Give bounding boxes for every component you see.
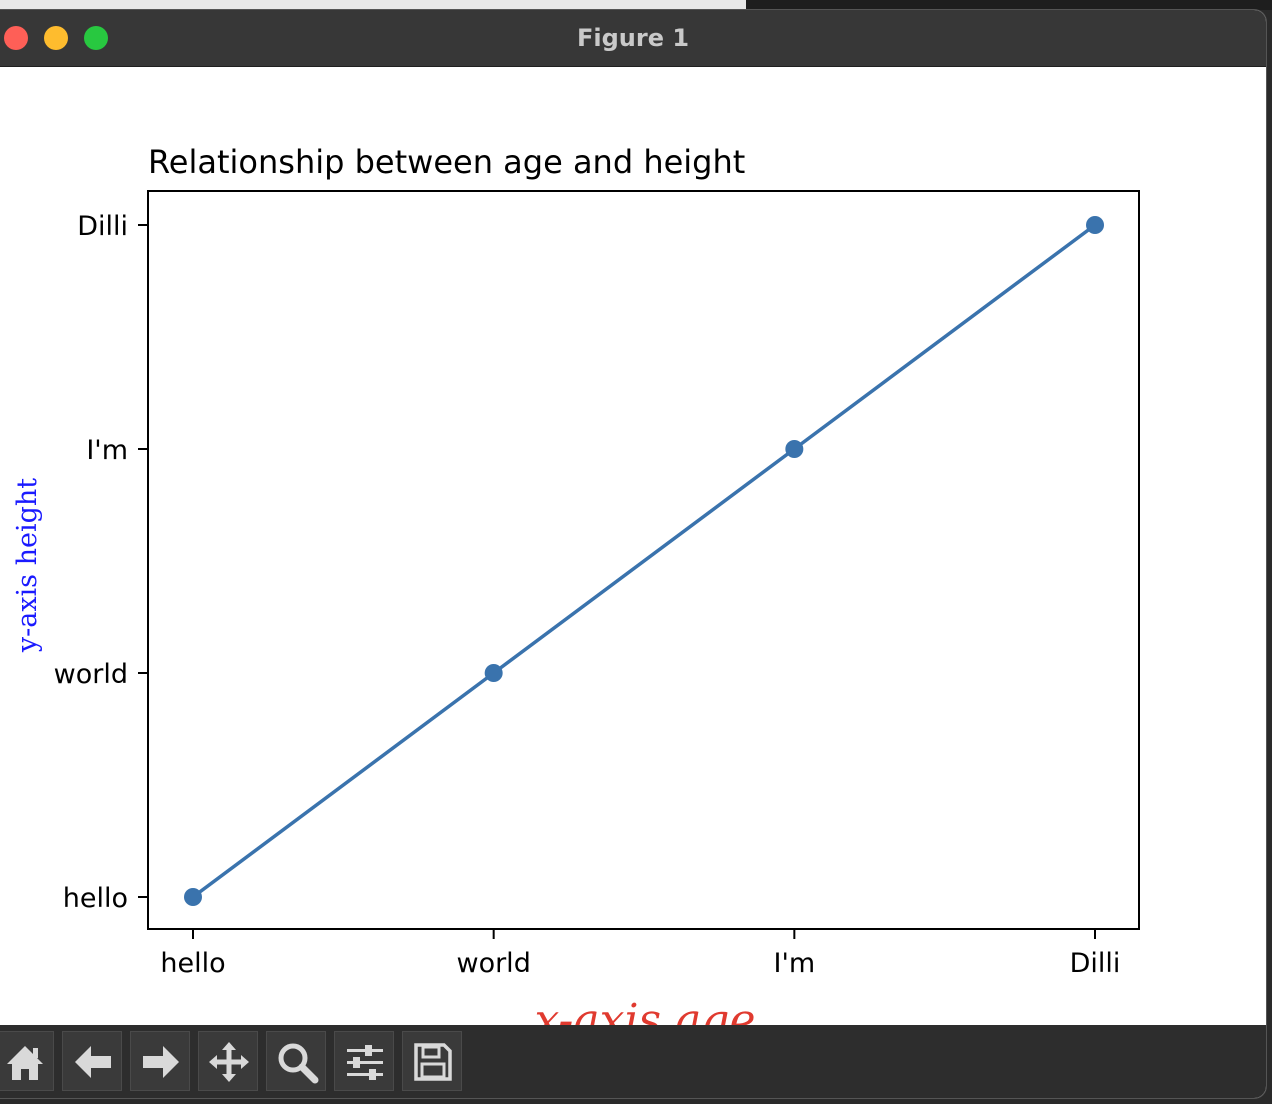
navigation-toolbar <box>0 1025 1266 1098</box>
pan-move-icon <box>209 1042 249 1082</box>
data-point <box>785 440 804 458</box>
data-point <box>1086 216 1105 234</box>
y-tick-label: hello <box>63 883 128 914</box>
pan-button[interactable] <box>198 1031 258 1091</box>
save-button[interactable] <box>402 1031 462 1091</box>
x-tick-label: Dilli <box>1070 948 1121 979</box>
chart-title: Relationship between age and height <box>148 143 745 181</box>
forward-button[interactable] <box>130 1031 190 1091</box>
series-points <box>184 216 1105 906</box>
y-tick-label: Dilli <box>77 211 128 242</box>
plot-area <box>147 190 1140 930</box>
window-titlebar[interactable]: Figure 1 <box>0 10 1266 67</box>
x-axis-label: x-axis age <box>534 995 755 1025</box>
configure-subplots-button[interactable] <box>334 1031 394 1091</box>
minimize-window-button[interactable] <box>44 26 68 50</box>
save-floppy-icon <box>414 1043 452 1081</box>
x-tick-label: world <box>456 948 530 979</box>
y-tick-label: I'm <box>86 435 128 466</box>
figure-window: Figure 1 Relationship between age and he… <box>0 10 1266 1098</box>
x-axis: hello world I'm Dilli <box>160 929 1120 979</box>
data-point <box>184 888 202 906</box>
background-window <box>746 0 1272 10</box>
zoom-button[interactable] <box>266 1031 326 1091</box>
data-point <box>484 664 503 682</box>
figure-canvas[interactable]: Relationship between age and height hell… <box>0 67 1266 1025</box>
x-tick-label: I'm <box>773 948 815 979</box>
zoom-magnifier-icon <box>278 1043 319 1084</box>
maximize-window-button[interactable] <box>84 26 108 50</box>
back-arrow-icon <box>75 1046 111 1078</box>
configure-sliders-icon <box>347 1045 383 1080</box>
y-tick-label: world <box>54 659 128 690</box>
back-button[interactable] <box>62 1031 122 1091</box>
home-icon <box>7 1046 43 1080</box>
desktop-background <box>0 0 1272 10</box>
y-axis-label: y-axis height <box>12 478 43 653</box>
y-axis: hello world I'm Dilli <box>54 211 148 914</box>
close-window-button[interactable] <box>4 26 28 50</box>
window-title: Figure 1 <box>576 24 690 52</box>
line-chart: Relationship between age and height hell… <box>12 143 1140 1025</box>
x-tick-label: hello <box>160 948 225 979</box>
home-button[interactable] <box>0 1031 54 1091</box>
forward-arrow-icon <box>143 1046 179 1078</box>
series-line <box>191 223 1097 899</box>
